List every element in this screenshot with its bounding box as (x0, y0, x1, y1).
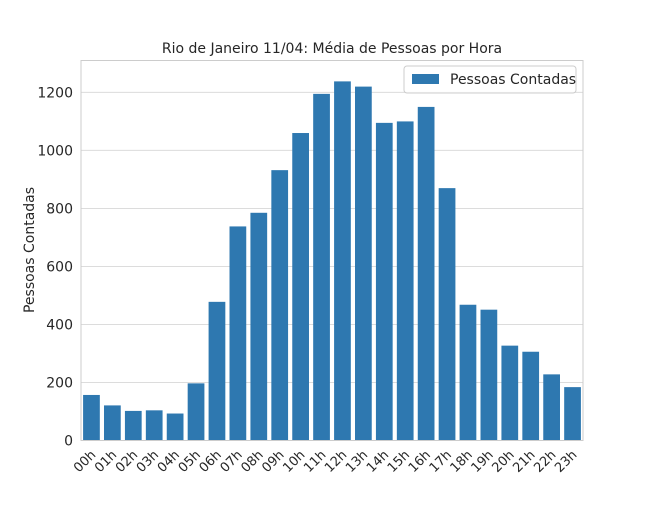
x-tick-labels: 00h01h02h03h04h05h06h07h08h09h10h11h12h1… (71, 448, 580, 476)
bar-21h (522, 351, 540, 441)
bar-19h (480, 309, 498, 441)
x-tick-label: 23h (552, 448, 580, 476)
y-axis-label: Pessoas Contadas (22, 187, 38, 313)
bar-15h (396, 121, 414, 441)
bar-13h (355, 86, 372, 441)
legend-swatch (412, 74, 439, 84)
y-tick-label: 600 (46, 259, 73, 275)
chart-title: Rio de Janeiro 11/04: Média de Pessoas p… (162, 41, 502, 57)
bar-14h (375, 122, 393, 441)
bar-22h (543, 374, 560, 441)
bar-06h (208, 301, 226, 441)
plot-frame (80, 60, 584, 441)
legend: Pessoas Contadas (403, 65, 577, 94)
y-tick-label: 1200 (37, 85, 73, 101)
bar-02h (124, 410, 142, 441)
bar-00h (83, 394, 100, 441)
bar-03h (145, 410, 163, 441)
y-tick-labels: 0 200 400 600 800 1000 1200 (37, 85, 73, 449)
bar-20h (501, 345, 519, 441)
bar-08h (250, 212, 268, 441)
bar-17h (438, 188, 456, 441)
y-tick-label: 0 (64, 434, 73, 450)
bar-09h (271, 170, 289, 441)
bar-07h (229, 226, 247, 441)
y-tick-label: 800 (46, 201, 73, 217)
bar-12h (334, 81, 351, 441)
y-tick-label: 1000 (37, 143, 73, 159)
bar-04h (166, 413, 184, 441)
bar-11h (313, 93, 330, 441)
bar-23h (564, 387, 581, 441)
y-tick-label: 200 (46, 375, 73, 391)
bar-18h (459, 304, 477, 441)
legend-box (403, 65, 577, 94)
plot-area (81, 60, 583, 441)
bar-05h (187, 383, 205, 441)
y-tick-label: 400 (46, 317, 73, 333)
legend-label: Pessoas Contadas (450, 72, 576, 88)
bars (83, 81, 581, 441)
bar-01h (104, 405, 121, 441)
bar-16h (417, 106, 435, 441)
bar-10h (292, 133, 309, 441)
